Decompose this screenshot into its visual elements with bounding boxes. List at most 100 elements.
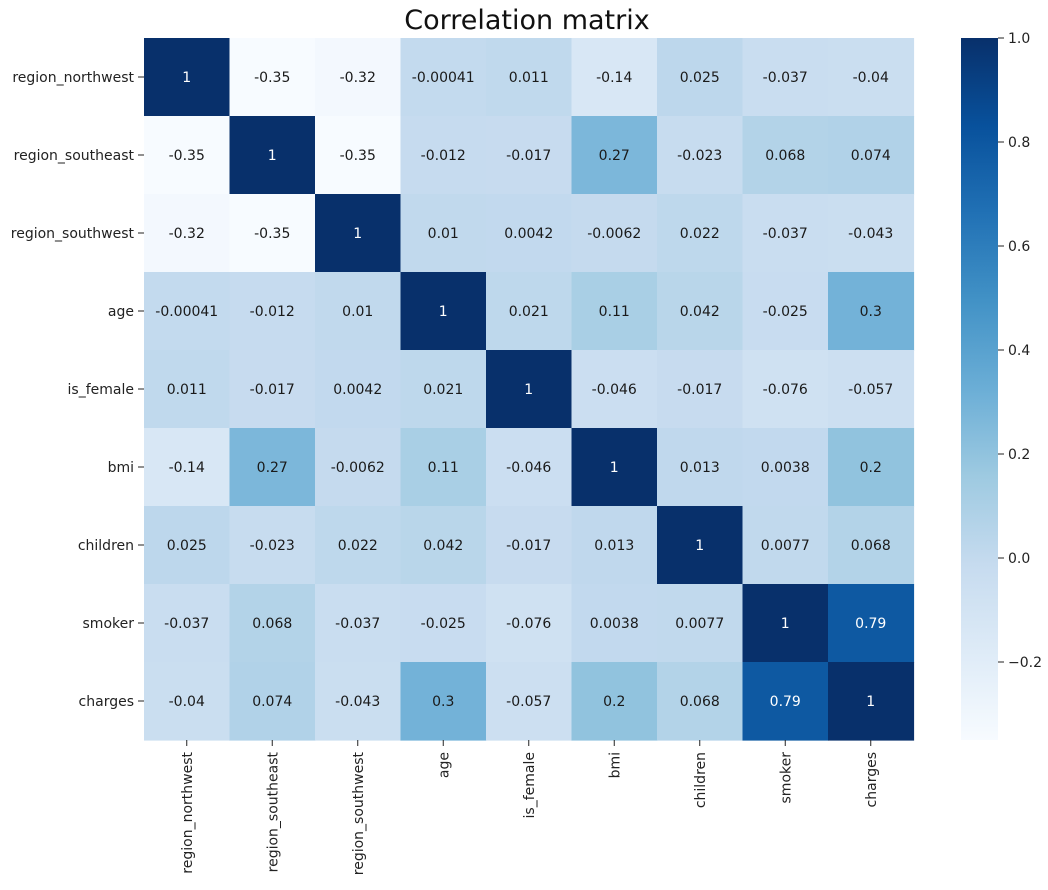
column-label: is_female	[522, 752, 538, 818]
row-label: region_southeast	[14, 148, 135, 164]
cell-value-label: 0.0038	[761, 460, 810, 476]
heatmap-cell	[229, 662, 316, 741]
cell-value-label: 0.79	[855, 616, 886, 632]
heatmap-cell	[742, 428, 829, 507]
heatmap-cell	[315, 38, 402, 117]
cell-value-label: -0.037	[164, 616, 209, 632]
cell-value-label: 0.27	[599, 148, 630, 164]
cell-value-label: 1	[610, 460, 619, 476]
cell-value-label: -0.017	[506, 148, 551, 164]
cell-value-label: -0.04	[853, 70, 889, 86]
cell-value-label: -0.025	[421, 616, 466, 632]
cell-value-label: -0.32	[340, 70, 376, 86]
cell-value-label: 1	[866, 694, 875, 710]
cell-value-label: -0.04	[169, 694, 205, 710]
cell-value-label: 0.074	[252, 694, 292, 710]
heatmap-cell	[742, 38, 829, 117]
cell-value-label: 0.021	[509, 304, 549, 320]
column-label: children	[693, 752, 709, 808]
cell-value-label: -0.076	[763, 382, 808, 398]
cell-value-label: 1	[268, 148, 277, 164]
heatmap-cell	[400, 662, 487, 741]
cell-value-label: 0.3	[432, 694, 454, 710]
heatmap-cell	[571, 506, 658, 585]
colorbar-tick-label: 1.0	[1008, 31, 1030, 47]
cell-value-label: -0.046	[506, 460, 551, 476]
cell-value-label: 0.79	[770, 694, 801, 710]
colorbar-tick-label: 0.2	[1008, 447, 1030, 463]
heatmap-cell-labels: 1 -0.35 -0.32 -0.00041 0.011 -0.14 0.025 -0.037…	[155, 70, 893, 710]
heatmap-cell	[486, 584, 573, 663]
heatmap-cell	[486, 194, 573, 273]
cell-value-label: 1	[695, 538, 704, 554]
heatmap-cell	[229, 506, 316, 585]
cell-value-label: 0.068	[851, 538, 891, 554]
heatmap-cell	[229, 584, 316, 663]
heatmap-cell	[229, 272, 316, 351]
colorbar	[961, 38, 998, 740]
cell-value-label: -0.017	[250, 382, 295, 398]
cell-value-label: 0.0077	[675, 616, 724, 632]
heatmap-cells	[144, 38, 915, 741]
heatmap-cell	[657, 506, 744, 585]
row-label: children	[78, 538, 134, 554]
heatmap-cell	[657, 350, 744, 429]
heatmap-cell	[571, 194, 658, 273]
heatmap-cell	[742, 506, 829, 585]
cell-value-label: 1	[182, 70, 191, 86]
row-label: smoker	[83, 616, 135, 632]
cell-value-label: -0.35	[254, 70, 290, 86]
heatmap-cell	[742, 662, 829, 741]
heatmap-cell	[315, 350, 402, 429]
heatmap-cell	[828, 272, 915, 351]
heatmap-cell	[828, 506, 915, 585]
column-label: bmi	[607, 752, 623, 778]
row-label: charges	[79, 694, 134, 710]
cell-value-label: 0.042	[680, 304, 720, 320]
cell-value-label: -0.017	[677, 382, 722, 398]
cell-value-label: 0.022	[680, 226, 720, 242]
heatmap-cell	[828, 116, 915, 195]
heatmap-cell	[144, 194, 231, 273]
cell-value-label: 0.013	[594, 538, 634, 554]
heatmap-cell	[400, 38, 487, 117]
heatmap-cell	[315, 506, 402, 585]
heatmap-cell	[828, 38, 915, 117]
heatmap-cell	[315, 272, 402, 351]
heatmap-cell	[144, 584, 231, 663]
heatmap-cell	[657, 38, 744, 117]
cell-value-label: 0.01	[342, 304, 373, 320]
column-label: region_southeast	[265, 752, 281, 873]
cell-value-label: 0.27	[257, 460, 288, 476]
heatmap-cell	[400, 506, 487, 585]
heatmap-cell	[400, 194, 487, 273]
heatmap-cell	[486, 350, 573, 429]
heatmap-cell	[571, 584, 658, 663]
heatmap-cell	[229, 428, 316, 507]
colorbar-ticks: −0.2 0.0 0.2 0.4 0.6 0.8 1.0	[998, 31, 1042, 671]
colorbar-tick-label: 0.6	[1008, 239, 1030, 255]
heatmap-cell	[657, 584, 744, 663]
column-label: smoker	[778, 752, 794, 804]
heatmap-cell	[144, 428, 231, 507]
colorbar-tick-label: −0.2	[1008, 655, 1042, 671]
heatmap-cell	[315, 584, 402, 663]
cell-value-label: 0.0042	[504, 226, 553, 242]
heatmap-cell	[144, 506, 231, 585]
cell-value-label: -0.00041	[412, 70, 475, 86]
cell-value-label: -0.076	[506, 616, 551, 632]
cell-value-label: 0.013	[680, 460, 720, 476]
cell-value-label: -0.043	[335, 694, 380, 710]
cell-value-label: 0.042	[423, 538, 463, 554]
heatmap-cell	[486, 506, 573, 585]
cell-value-label: -0.32	[169, 226, 205, 242]
cell-value-label: 0.025	[167, 538, 207, 554]
heatmap-cell	[144, 350, 231, 429]
heatmap-cell	[742, 194, 829, 273]
cell-value-label: -0.057	[506, 694, 551, 710]
row-label: region_northwest	[12, 70, 134, 86]
cell-value-label: -0.012	[421, 148, 466, 164]
cell-value-label: -0.057	[848, 382, 893, 398]
row-label: bmi	[108, 460, 134, 476]
column-label: region_northwest	[180, 751, 196, 873]
